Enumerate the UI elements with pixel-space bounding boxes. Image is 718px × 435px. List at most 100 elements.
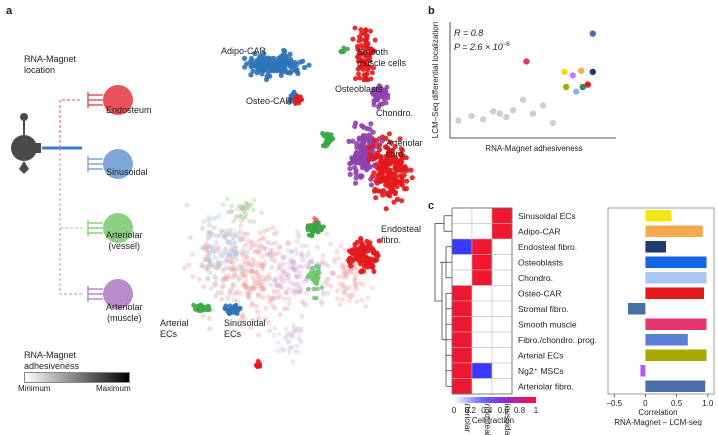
tsne-point: [359, 157, 365, 163]
corr-tick-label: 0.5: [671, 399, 683, 408]
tsne-point: [286, 301, 292, 307]
tsne-point: [305, 287, 311, 292]
tsne-point: [256, 248, 262, 254]
tsne-point: [229, 247, 235, 253]
tsne-point: [356, 38, 362, 44]
tsne-point: [250, 68, 256, 74]
tsne-point: [281, 47, 287, 53]
panel-c-label: c: [428, 200, 435, 212]
tsne-point: [362, 63, 368, 69]
scatter-point: [519, 96, 527, 103]
correlation-bar: [627, 303, 646, 315]
tsne-point: [297, 285, 304, 291]
tsne-point: [253, 242, 259, 249]
tsne-point: [322, 133, 328, 139]
correlation-bar: [640, 365, 646, 377]
tsne-point: [397, 136, 403, 142]
tsne-point: [360, 45, 366, 51]
tsne-point: [290, 359, 296, 365]
cell-type-label: Arteriolar fibro.: [518, 381, 574, 391]
tsne-point: [207, 270, 213, 276]
tsne-point: [319, 285, 325, 290]
tsne-point: [224, 256, 230, 262]
tsne-point: [341, 289, 347, 295]
tsne-point: [328, 132, 334, 138]
tsne-point: [342, 247, 348, 253]
tsne-point: [271, 68, 277, 74]
tsne-point: [243, 254, 249, 260]
correlation-bar: [645, 349, 707, 361]
tsne-point: [354, 141, 360, 147]
tsne-point: [345, 46, 350, 52]
tsne-point: [248, 202, 254, 207]
tsne-point: [222, 233, 228, 239]
heatmap-cell: [451, 300, 473, 317]
tsne-point: [243, 279, 249, 285]
tsne-point: [280, 348, 285, 354]
tsne-point: [220, 277, 226, 283]
tsne-point: [399, 198, 405, 204]
tsne-point: [232, 240, 239, 246]
tsne-point: [255, 247, 261, 253]
tsne-point: [251, 219, 257, 225]
tsne-point: [223, 273, 229, 279]
tsne-point: [226, 239, 232, 245]
tsne-point: [265, 72, 271, 78]
tsne-point: [292, 266, 298, 273]
tsne-point: [291, 326, 296, 331]
tsne-point: [296, 289, 302, 295]
tsne-point: [301, 64, 308, 71]
tsne-point: [303, 290, 309, 296]
cluster-label-adipo-car: Adipo-CAR: [221, 46, 267, 56]
heatmap-cell: [491, 347, 513, 364]
tsne-point: [241, 272, 247, 278]
tsne-point: [306, 259, 312, 265]
tsne-point: [229, 287, 235, 293]
tsne-point: [227, 208, 234, 214]
tsne-point: [230, 281, 236, 287]
tsne-point: [371, 268, 377, 274]
magnet-receptor-block: [35, 143, 41, 153]
tsne-point: [288, 249, 294, 256]
heatmap-cell: [451, 316, 473, 333]
tsne-point: [255, 274, 261, 280]
scatter-point: [561, 68, 568, 76]
tsne-point: [231, 267, 237, 273]
tsne-point: [346, 138, 352, 144]
tsne-point: [248, 72, 254, 78]
heatmap-cell: [471, 362, 493, 379]
tsne-point: [283, 60, 289, 66]
tsne-point: [237, 229, 243, 235]
tsne-point: [353, 180, 359, 186]
tsne-point: [254, 57, 260, 63]
tsne-point: [281, 269, 287, 275]
connection-line: [59, 148, 82, 229]
tsne-point: [349, 155, 355, 161]
tsne-point: [223, 306, 229, 311]
tsne-point: [278, 261, 284, 267]
tsne-point: [385, 152, 391, 158]
tsne-point: [294, 250, 300, 257]
tsne-point: [245, 249, 251, 255]
tsne-point: [358, 27, 364, 33]
tsne-point: [230, 232, 236, 238]
correlation-bar: [645, 225, 703, 237]
tsne-point: [203, 256, 209, 263]
tsne-point: [255, 250, 261, 256]
tsne-point: [336, 256, 342, 262]
tsne-point: [293, 268, 299, 274]
tsne-point: [232, 245, 238, 251]
tsne-point: [240, 269, 246, 275]
tsne-point: [339, 264, 345, 270]
tsne-point: [241, 55, 248, 62]
tsne-point: [312, 227, 318, 233]
tsne-point: [394, 196, 401, 202]
tsne-point: [266, 294, 272, 300]
tsne-point: [298, 339, 304, 345]
tsne-point: [242, 64, 248, 70]
tsne-point: [292, 288, 298, 294]
tsne-point: [291, 259, 297, 265]
tsne-point: [341, 285, 347, 291]
tsne-point: [289, 330, 294, 336]
tsne-point: [254, 270, 260, 276]
